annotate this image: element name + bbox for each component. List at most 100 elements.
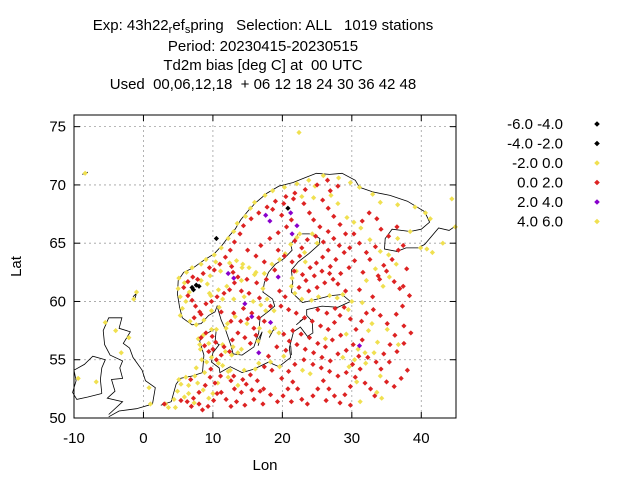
station-point bbox=[249, 314, 255, 320]
station-point bbox=[256, 360, 262, 366]
station-point bbox=[323, 397, 329, 404]
station-point bbox=[200, 270, 206, 277]
station-point bbox=[384, 326, 390, 333]
station-point bbox=[326, 293, 333, 299]
station-point bbox=[334, 295, 340, 301]
station-point bbox=[315, 340, 321, 347]
station-point bbox=[189, 297, 195, 303]
station-point bbox=[377, 276, 383, 282]
station-point bbox=[278, 303, 284, 309]
station-point bbox=[315, 294, 322, 300]
station-point bbox=[381, 262, 387, 268]
station-point bbox=[213, 339, 219, 345]
station-point bbox=[306, 210, 313, 216]
station-point bbox=[251, 325, 257, 331]
station-point bbox=[356, 184, 363, 190]
station-point bbox=[239, 265, 245, 271]
station-point bbox=[332, 305, 338, 312]
station-point bbox=[374, 216, 380, 222]
y-tick-label: 65 bbox=[49, 235, 66, 252]
station-point bbox=[183, 298, 189, 305]
station-point bbox=[250, 298, 256, 305]
station-point bbox=[302, 186, 308, 193]
station-point bbox=[211, 267, 217, 273]
station-point bbox=[241, 367, 247, 373]
station-point bbox=[181, 280, 188, 286]
station-point bbox=[386, 359, 392, 365]
station-point bbox=[327, 358, 333, 364]
station-point bbox=[192, 303, 199, 309]
legend-label: 2.0 4.0 bbox=[517, 194, 563, 211]
station-point bbox=[247, 372, 254, 378]
station-point bbox=[113, 327, 119, 334]
station-point bbox=[133, 289, 140, 295]
station-point bbox=[198, 261, 204, 267]
y-tick-label: 70 bbox=[49, 177, 66, 194]
legend-label: 4.0 6.0 bbox=[517, 214, 563, 231]
station-point bbox=[286, 307, 292, 313]
station-point bbox=[229, 337, 235, 343]
station-point bbox=[424, 246, 430, 252]
station-point bbox=[237, 231, 243, 237]
station-point bbox=[381, 351, 387, 357]
legend-marker bbox=[594, 121, 600, 127]
station-point bbox=[363, 310, 370, 316]
station-point bbox=[292, 290, 298, 296]
station-point bbox=[225, 374, 231, 380]
station-point bbox=[218, 245, 224, 251]
station-point bbox=[183, 374, 189, 380]
station-point bbox=[206, 290, 213, 296]
station-point bbox=[310, 361, 316, 367]
station-point bbox=[203, 330, 209, 336]
station-point bbox=[208, 354, 215, 360]
station-point bbox=[322, 336, 329, 342]
station-point bbox=[263, 308, 269, 314]
station-point bbox=[294, 223, 300, 229]
station-point bbox=[263, 276, 269, 282]
station-point bbox=[244, 276, 250, 282]
station-point bbox=[235, 330, 241, 336]
station-point bbox=[394, 348, 400, 355]
station-point bbox=[318, 365, 324, 371]
station-point bbox=[75, 375, 81, 381]
station-point bbox=[371, 350, 377, 356]
station-point bbox=[235, 274, 241, 280]
station-point bbox=[261, 386, 267, 392]
station-point bbox=[356, 287, 363, 293]
station-point bbox=[401, 340, 407, 347]
station-point bbox=[186, 390, 192, 397]
station-point bbox=[176, 275, 182, 281]
station-point bbox=[406, 293, 413, 299]
station-point bbox=[280, 393, 286, 399]
station-point bbox=[404, 266, 410, 272]
y-tick-label: 55 bbox=[49, 352, 66, 369]
station-point bbox=[208, 366, 214, 372]
station-point bbox=[225, 368, 231, 374]
station-point bbox=[337, 400, 343, 406]
station-point bbox=[196, 401, 202, 407]
station-point bbox=[351, 357, 358, 363]
station-point bbox=[383, 268, 390, 274]
station-point bbox=[220, 296, 226, 302]
station-point bbox=[203, 301, 209, 307]
station-point bbox=[372, 266, 379, 272]
station-point bbox=[281, 331, 287, 337]
station-point bbox=[271, 308, 277, 314]
station-point bbox=[331, 319, 338, 326]
station-point bbox=[309, 318, 315, 324]
station-point bbox=[165, 404, 172, 411]
station-point bbox=[192, 373, 198, 379]
station-point bbox=[270, 188, 276, 194]
station-point bbox=[315, 386, 321, 392]
coastlines bbox=[72, 171, 457, 418]
station-point bbox=[232, 314, 238, 320]
station-point bbox=[295, 386, 301, 392]
station-point bbox=[349, 298, 355, 305]
station-point bbox=[279, 212, 285, 218]
station-point bbox=[326, 386, 332, 392]
station-point bbox=[225, 270, 231, 277]
station-point bbox=[299, 396, 305, 402]
station-point bbox=[238, 288, 244, 294]
station-point bbox=[301, 357, 307, 363]
